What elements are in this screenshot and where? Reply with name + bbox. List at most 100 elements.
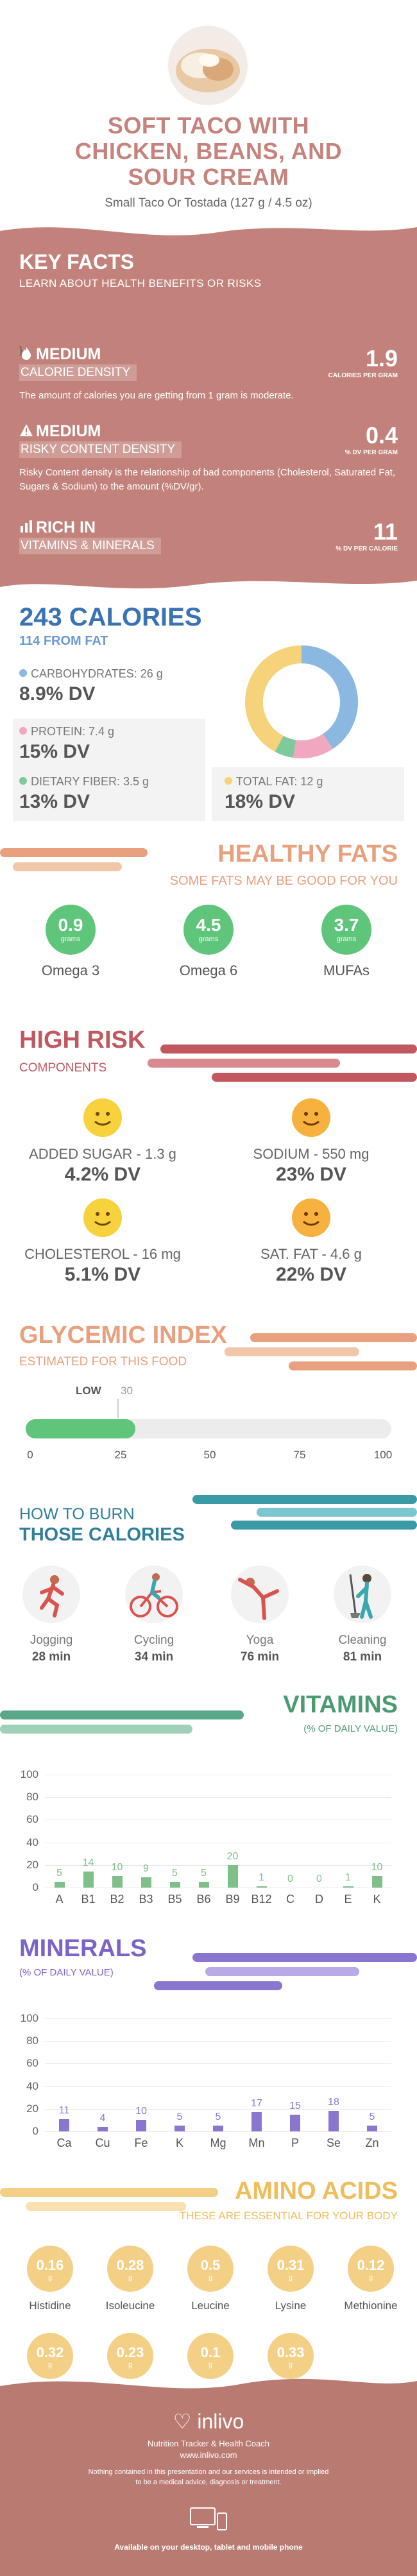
category-label: P — [291, 2137, 299, 2149]
bar-B9 — [227, 1864, 238, 1888]
bar-value: 11 — [58, 2104, 70, 2116]
decor-stripe — [160, 1045, 417, 1053]
amino-value: 0.32 — [36, 2344, 64, 2360]
amino-lysine: 0.31 g Lysine — [252, 2246, 329, 2312]
burn-title-2: THOSE CALORIES — [19, 1524, 185, 1545]
smile-icon — [83, 1198, 122, 1237]
bar-value: 15 — [289, 2100, 301, 2111]
grid-line — [45, 2108, 391, 2110]
amino-value: 0.12 — [357, 2257, 385, 2273]
amino-value: 0.23 — [116, 2344, 144, 2360]
amino-leucine: 0.5 g Leucine — [172, 2246, 249, 2312]
burn-time: 76 min — [240, 1650, 280, 1664]
fact-level: MEDIUM — [36, 422, 101, 440]
amino-value: 0.31 — [277, 2257, 305, 2273]
y-tick-label: 20 — [26, 2102, 38, 2115]
calorie-donut-chart — [245, 645, 358, 758]
amino-value: 0.16 — [36, 2257, 64, 2273]
category-label: Cu — [95, 2137, 110, 2149]
bar-value: 5 — [201, 1868, 207, 1879]
decor-stripe — [13, 862, 122, 871]
amino-isoleucine: 0.28 g Isoleucine — [92, 2246, 169, 2312]
y-tick-label: 20 — [26, 1858, 38, 1871]
risk-sodium: SODIUM - 550 mg 23% DV — [215, 1098, 407, 1186]
bar-value: 17 — [251, 2098, 262, 2110]
availability-note: Available on your desktop, tablet and mo… — [114, 2543, 303, 2552]
yoga-icon — [231, 1565, 289, 1623]
omega3-label: Omega 3 — [41, 962, 100, 978]
risk-dv: 23% DV — [275, 1164, 347, 1185]
grid-line — [45, 2131, 391, 2132]
bar-value: 5 — [176, 2111, 183, 2123]
bar-value: 9 — [143, 1863, 149, 1875]
category-label: B3 — [139, 1893, 153, 1906]
mufas-badge: 3.7 grams — [321, 905, 371, 955]
bar-chart-icon — [21, 520, 32, 533]
macro-highlight — [13, 719, 205, 767]
omega3-badge: 0.9 grams — [46, 905, 96, 955]
macro-total-fat: TOTAL FAT: 12 g 18% DV — [225, 775, 323, 813]
burn-time: 81 min — [343, 1650, 382, 1664]
bar-value: 5 — [56, 1868, 62, 1879]
risk-label: ADDED SUGAR - 1.3 g — [29, 1146, 176, 1162]
macro-label: DIETARY FIBER: 3.5 g — [31, 775, 149, 788]
amino-unit: g — [47, 2361, 53, 2369]
bar-K — [174, 2126, 185, 2131]
fact-description: Risky Content density is the relationshi… — [19, 467, 396, 492]
y-tick-label: 40 — [26, 2079, 38, 2092]
bar-B6 — [198, 1882, 209, 1888]
fact-unit: % DV PER GRAM — [345, 449, 398, 456]
footer-background — [0, 2378, 417, 2576]
warning-icon — [20, 424, 33, 436]
burn-time: 28 min — [31, 1650, 71, 1664]
minerals-subtitle: (% OF DAILY VALUE) — [19, 1967, 114, 1978]
y-tick-label: 100 — [20, 1768, 38, 1780]
burn-title-1: HOW TO BURN — [19, 1505, 135, 1523]
risk-dv: 4.2% DV — [64, 1164, 141, 1185]
gi-tick: 25 — [114, 1449, 127, 1461]
amino-badge: 0.23 g — [107, 2333, 153, 2379]
amino-methionine: 0.12 g Methionine — [332, 2246, 409, 2312]
macro-label: CARBOHYDRATES: 26 g — [31, 667, 163, 680]
fact-calorie-density: MEDIUM CALORIE DENSITY 1.9 CALORIES PER … — [19, 345, 404, 422]
macro-highlight — [13, 767, 205, 821]
amino-badge: 0.31 g — [268, 2246, 314, 2292]
gi-level: LOW — [76, 1385, 101, 1397]
decor-stripe — [212, 1073, 417, 1082]
bar-B1 — [83, 1872, 94, 1888]
y-tick-label: 0 — [32, 1881, 38, 1893]
brand-tagline: Nutrition Tracker & Health Coach — [147, 2439, 270, 2448]
macro-dv: 15% DV — [19, 741, 90, 762]
bar-B12 — [256, 1886, 267, 1888]
amino-value: 0.5 — [200, 2257, 221, 2273]
decor-stripe — [225, 1347, 359, 1356]
bar-Ca — [59, 2119, 69, 2131]
macro-label: TOTAL FAT: 12 g — [236, 775, 323, 788]
heart-icon: ♡ — [173, 2410, 192, 2433]
fact-risky-density: MEDIUM RISKY CONTENT DENSITY 0.4 % DV PE… — [19, 422, 404, 512]
bar-K — [371, 1876, 382, 1888]
amino-unit: g — [208, 2274, 213, 2282]
cyclist-icon — [125, 1565, 183, 1623]
brand-url[interactable]: www.inlivo.com — [180, 2450, 237, 2460]
disclaimer-line-2: to be a medical advice, diagnosis or tre… — [135, 2478, 282, 2486]
decor-stripe — [0, 1725, 192, 1734]
burn-cleaning: Cleaning 81 min — [324, 1565, 401, 1664]
risk-label: CHOLESTEROL - 16 mg — [24, 1246, 181, 1262]
amino-histidine: 0.16 g Histidine — [12, 2246, 89, 2312]
gi-tick: 50 — [203, 1449, 216, 1461]
bar-value: 1 — [259, 1872, 264, 1884]
smile-icon — [83, 1098, 122, 1137]
fact-name: VITAMINS & MINERALS — [19, 538, 161, 554]
category-label: B5 — [167, 1893, 182, 1906]
decor-stripe — [154, 1981, 282, 1990]
burn-activity: Yoga — [246, 1633, 274, 1647]
category-label: B1 — [81, 1893, 96, 1906]
gi-fill — [26, 1419, 135, 1438]
grid-line — [45, 2086, 391, 2087]
amino-value: 0.33 — [277, 2344, 305, 2360]
category-label: K — [175, 2137, 183, 2149]
amino-unit: g — [128, 2274, 133, 2282]
burn-cycling: Cycling 34 min — [115, 1565, 192, 1664]
